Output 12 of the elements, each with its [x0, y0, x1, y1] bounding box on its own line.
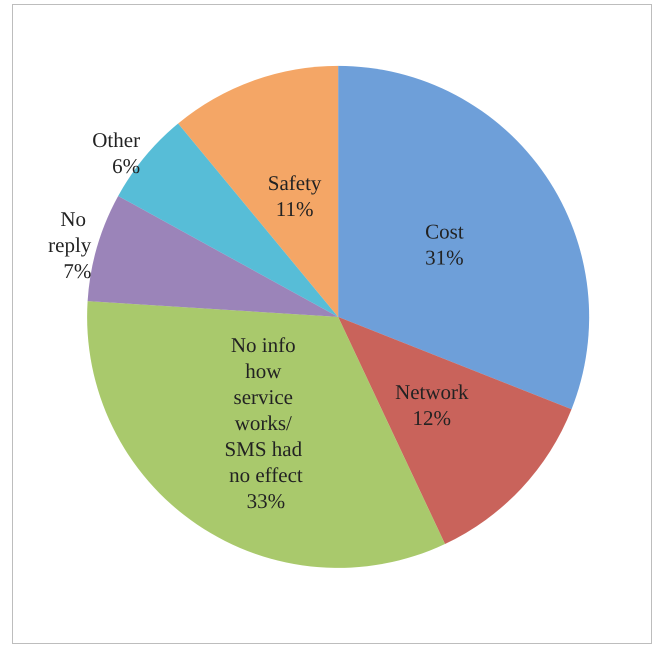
slice-label: No info how service works/ SMS had no effect — [224, 333, 308, 488]
data-label: 7% — [63, 259, 92, 284]
slice-label: No reply — [48, 207, 92, 258]
data-label: 6% — [112, 154, 140, 178]
slice-label: Cost — [425, 220, 464, 244]
data-label: 12% — [412, 406, 452, 430]
slice-label: Safety — [268, 170, 322, 195]
data-label: 33% — [246, 489, 286, 514]
slice-label: Other — [92, 128, 140, 152]
data-label: 11% — [276, 196, 314, 221]
slice-label: Network — [395, 380, 470, 404]
data-label: 31% — [425, 246, 464, 270]
